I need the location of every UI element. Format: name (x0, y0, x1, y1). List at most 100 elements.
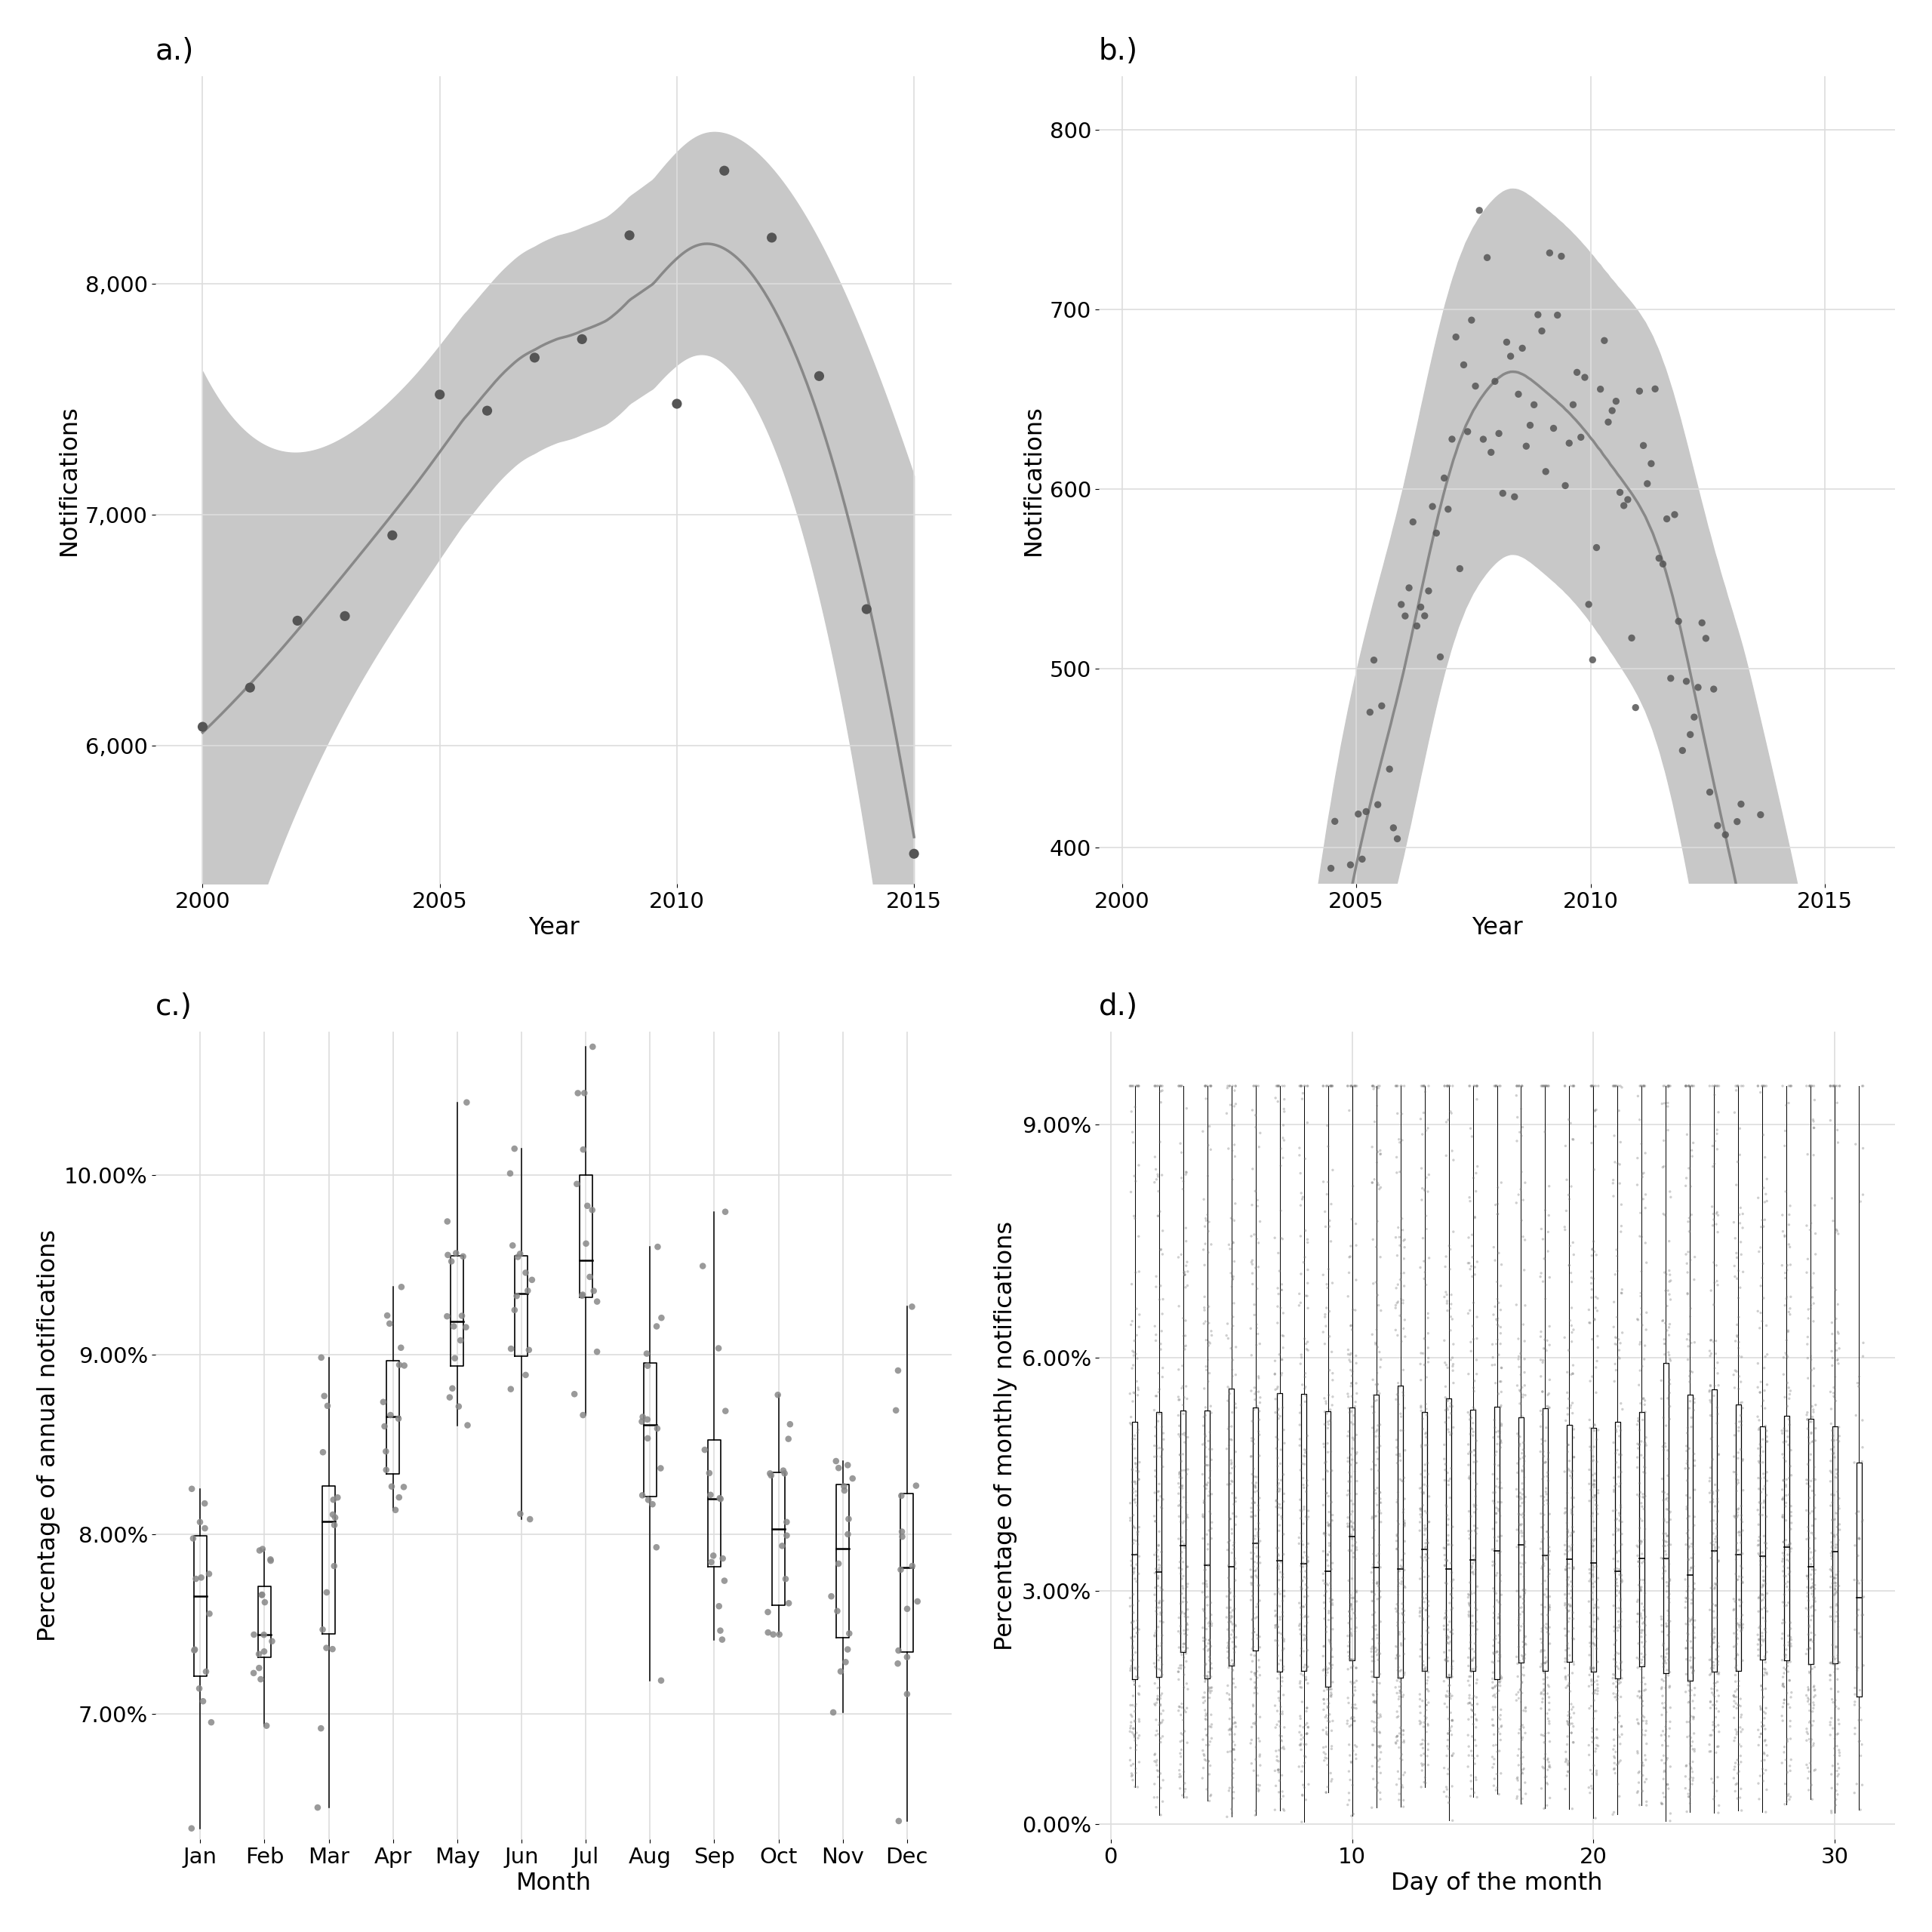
Point (1768, 1586, 1799, 1617)
Point (1526, 1634, 1557, 1665)
Point (311, 1577, 342, 1607)
Point (1776, 1507, 1806, 1538)
Point (1240, 1070, 1271, 1101)
Point (1719, 1665, 1750, 1696)
Point (1532, 1464, 1563, 1495)
Point (1648, 1629, 1679, 1660)
Point (1631, 1314, 1662, 1345)
Point (1412, 1708, 1443, 1739)
Point (1824, 1692, 1855, 1723)
Point (1364, 1173, 1395, 1204)
Point (1430, 1372, 1461, 1403)
Point (1648, 1681, 1679, 1712)
Point (1167, 1631, 1198, 1662)
Point (1242, 1273, 1273, 1304)
Point (1335, 1600, 1366, 1631)
Point (1623, 1142, 1654, 1173)
Point (1605, 1457, 1636, 1488)
Point (1772, 1650, 1803, 1681)
Point (1694, 1370, 1725, 1401)
Point (1293, 1254, 1323, 1285)
Point (1432, 1642, 1463, 1673)
Point (1694, 1644, 1725, 1675)
Point (1646, 1602, 1677, 1633)
Point (1244, 1482, 1275, 1513)
Point (1578, 1652, 1609, 1683)
Point (1702, 1119, 1733, 1150)
Point (1486, 1712, 1517, 1743)
Point (1743, 1434, 1774, 1464)
Point (1188, 1430, 1219, 1461)
Point (1364, 1783, 1395, 1814)
Point (1265, 1690, 1296, 1721)
Point (1364, 1638, 1395, 1669)
Point (1293, 1607, 1323, 1638)
Point (1385, 1070, 1416, 1101)
Point (1362, 1358, 1393, 1389)
Point (1455, 1662, 1486, 1692)
Point (234, 672, 265, 703)
Point (1173, 1256, 1204, 1287)
Point (711, 1395, 742, 1426)
Point (1694, 1385, 1725, 1416)
Point (1578, 1468, 1609, 1499)
Point (1167, 1175, 1198, 1206)
Point (1240, 1470, 1271, 1501)
Point (1654, 1605, 1685, 1636)
Point (1190, 1714, 1221, 1745)
Point (1816, 1673, 1847, 1704)
Point (1339, 1515, 1370, 1546)
Point (1430, 1070, 1461, 1101)
Point (825, 1656, 856, 1687)
Point (1410, 1546, 1441, 1577)
Point (1553, 1553, 1584, 1584)
Point (1816, 1457, 1847, 1488)
Point (1654, 1279, 1685, 1310)
Point (1437, 1144, 1468, 1175)
Point (1408, 1748, 1439, 1779)
Point (638, 1490, 668, 1520)
Point (1453, 1689, 1484, 1719)
Point (1694, 1376, 1725, 1406)
Point (1124, 1704, 1155, 1735)
Point (1194, 1656, 1225, 1687)
Point (1646, 1476, 1677, 1507)
Point (1627, 1526, 1658, 1557)
Point (1211, 1801, 1242, 1832)
Point (1575, 1432, 1605, 1463)
Point (1335, 1449, 1366, 1480)
Point (1194, 1642, 1225, 1673)
Point (1486, 1366, 1517, 1397)
Point (1412, 1540, 1443, 1571)
Point (1604, 1515, 1634, 1546)
Point (1435, 1578, 1466, 1609)
Point (1816, 1408, 1847, 1439)
Point (1577, 1323, 1607, 1354)
Point (1671, 1577, 1702, 1607)
Point (1455, 1248, 1486, 1279)
Point (1461, 1712, 1492, 1743)
Point (1405, 1349, 1435, 1379)
Point (1677, 1134, 1708, 1165)
Point (1318, 1499, 1349, 1530)
Point (1478, 1329, 1509, 1360)
Point (1839, 1447, 1870, 1478)
Point (1822, 1345, 1853, 1376)
Point (502, 1242, 533, 1273)
Point (1748, 1640, 1779, 1671)
Point (1795, 1633, 1826, 1663)
Point (1119, 1578, 1150, 1609)
Point (1822, 1718, 1853, 1748)
Point (1410, 1532, 1441, 1563)
Point (1287, 1673, 1318, 1704)
Point (1677, 1762, 1708, 1793)
Point (1318, 1590, 1349, 1621)
Point (1528, 1333, 1559, 1364)
Point (1575, 1557, 1605, 1588)
Point (1648, 1151, 1679, 1182)
Point (1484, 1671, 1515, 1702)
Point (1235, 1727, 1265, 1758)
Point (1121, 1320, 1151, 1350)
Point (1364, 1455, 1395, 1486)
Point (1526, 1650, 1557, 1681)
